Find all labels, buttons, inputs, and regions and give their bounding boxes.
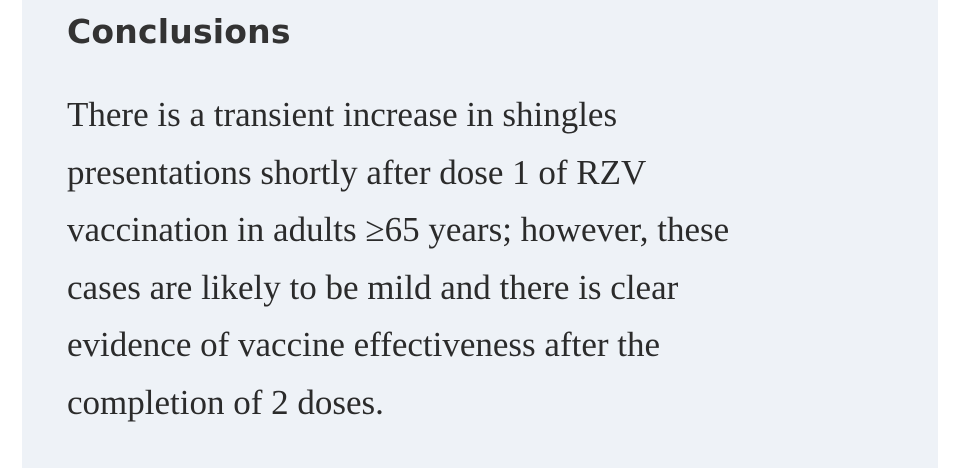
- section-heading: Conclusions: [67, 12, 291, 51]
- conclusions-panel: Conclusions There is a transient increas…: [22, 0, 938, 468]
- text-line: evidence of vaccine effectiveness after …: [67, 325, 661, 364]
- text-line: vaccination in adults ≥65 years; however…: [67, 210, 730, 249]
- text-line: presentations shortly after dose 1 of RZ…: [67, 152, 647, 192]
- text-line: cases are likely to be mild and there is…: [67, 267, 679, 307]
- text-line: completion of 2 doses.: [67, 382, 384, 422]
- section-text: There is a transient increase in shingle…: [67, 86, 729, 431]
- text-line: There is a transient increase in shingle…: [67, 95, 618, 134]
